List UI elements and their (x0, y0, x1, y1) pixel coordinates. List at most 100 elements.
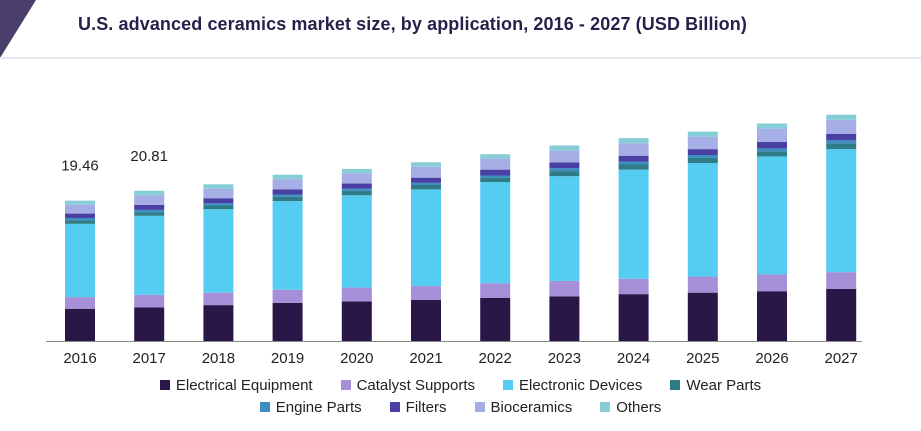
bar-segment (134, 212, 165, 216)
bar-segment (272, 194, 303, 197)
bar-segment (757, 123, 787, 129)
bar-segment (826, 149, 857, 273)
bar-segment (65, 213, 95, 218)
corner-decoration (0, 0, 36, 58)
legend-swatch (389, 402, 400, 412)
legend-item: Filters (389, 398, 447, 416)
bar-segment (65, 223, 95, 298)
bar-segment (480, 154, 511, 159)
bar-segment (618, 278, 649, 295)
bar-segment (480, 283, 511, 298)
bar-segment (549, 150, 580, 163)
bar-segment (272, 189, 303, 195)
x-tick-label: 2027 (825, 350, 858, 367)
legend-label: Filters (405, 398, 447, 416)
bar-segment (687, 149, 718, 155)
bar-segment (272, 174, 303, 180)
legend-label: Engine Parts (275, 398, 362, 416)
bar-segment (618, 161, 649, 165)
chart-legend: Electrical Equipment Catalyst Supports Ele… (0, 374, 921, 418)
legend-item: Engine Parts (259, 398, 362, 416)
title-divider (0, 57, 921, 59)
legend-swatch (670, 380, 681, 390)
bar-segment (549, 162, 580, 169)
bar-segment (65, 200, 95, 205)
x-tick-label: 2026 (755, 350, 788, 367)
legend-swatch (259, 402, 270, 412)
bar-segment (687, 154, 718, 158)
bar-segment (341, 183, 372, 189)
bar-segment (203, 203, 234, 206)
bar-segment (341, 301, 372, 341)
bar-segment (134, 190, 165, 196)
bar-segment (480, 175, 511, 178)
bar-segment (203, 305, 234, 341)
legend-label: Catalyst Supports (356, 376, 475, 394)
bar-segment (826, 114, 857, 120)
bar-segment (480, 158, 511, 170)
legend-row: Electrical Equipment Catalyst Supports Ele… (0, 374, 921, 396)
legend-item: Electronic Devices (502, 377, 642, 394)
bar-segment (480, 169, 511, 176)
legend-label: Wear Parts (686, 376, 762, 394)
bar-segment (618, 169, 649, 279)
x-tick-label: 2021 (409, 350, 442, 367)
bar-segment (134, 195, 165, 205)
bar-segment (549, 168, 580, 172)
bar-segment (757, 274, 787, 292)
x-tick-label: 2023 (548, 350, 581, 367)
bar-segment (65, 204, 95, 214)
legend-item: Wear Parts (670, 377, 761, 394)
legend-swatch (600, 402, 611, 412)
data-label: 20.81 (130, 148, 168, 165)
bar-segment (65, 308, 95, 341)
bar-segment (65, 297, 95, 309)
bar-segment (411, 166, 441, 178)
bar-segment (480, 297, 511, 341)
bar-segment (341, 173, 372, 184)
x-tick-label: 2024 (617, 350, 650, 367)
bar-segment (826, 143, 857, 150)
bar-segment (687, 163, 718, 277)
bar-segment (826, 133, 857, 141)
bar-segment (203, 292, 234, 306)
chart-plot-area: 2016 2017 2018 2019 2020 2021 2022 2023 2024 2025… (46, 114, 862, 367)
legend-label: Others (616, 398, 662, 416)
bar-segment (134, 209, 165, 213)
bar-segment (826, 272, 857, 290)
bar-segment (687, 276, 718, 293)
bar-segment (687, 136, 718, 150)
bar-segment (341, 195, 372, 288)
bar-segment (687, 131, 718, 137)
x-tick-label: 2017 (133, 350, 166, 367)
bar-segment (618, 143, 649, 156)
bar-segment (411, 182, 441, 186)
bar-segment (272, 302, 303, 341)
bar-segment (480, 177, 511, 183)
bar-segment (687, 157, 718, 164)
bar-segment (618, 164, 649, 170)
legend-item: Others (600, 399, 661, 416)
bar-segment (757, 141, 787, 149)
bar-segment (549, 171, 580, 177)
bar-segment (549, 280, 580, 297)
bar-segment (549, 176, 580, 281)
x-tick-label: 2022 (479, 350, 512, 367)
bar-segment (757, 128, 787, 142)
bar-segment (826, 140, 857, 144)
bar-segment (272, 289, 303, 303)
bar-segment (341, 190, 372, 196)
bar-segment (203, 205, 234, 210)
bar-segment (826, 119, 857, 134)
bar-segment (65, 217, 95, 221)
bar-segment (757, 291, 787, 341)
legend-label: Electrical Equipment (175, 376, 313, 394)
bar-segment (272, 179, 303, 190)
x-tick-label: 2020 (340, 350, 373, 367)
x-tick-label: 2019 (271, 350, 304, 367)
title-bar: U.S. advanced ceramics market size, by a… (0, 0, 921, 59)
data-label: 19.46 (61, 158, 99, 175)
legend-item: Catalyst Supports (340, 376, 475, 394)
x-tick-label: 2025 (686, 350, 719, 367)
bar-segment (341, 168, 372, 174)
